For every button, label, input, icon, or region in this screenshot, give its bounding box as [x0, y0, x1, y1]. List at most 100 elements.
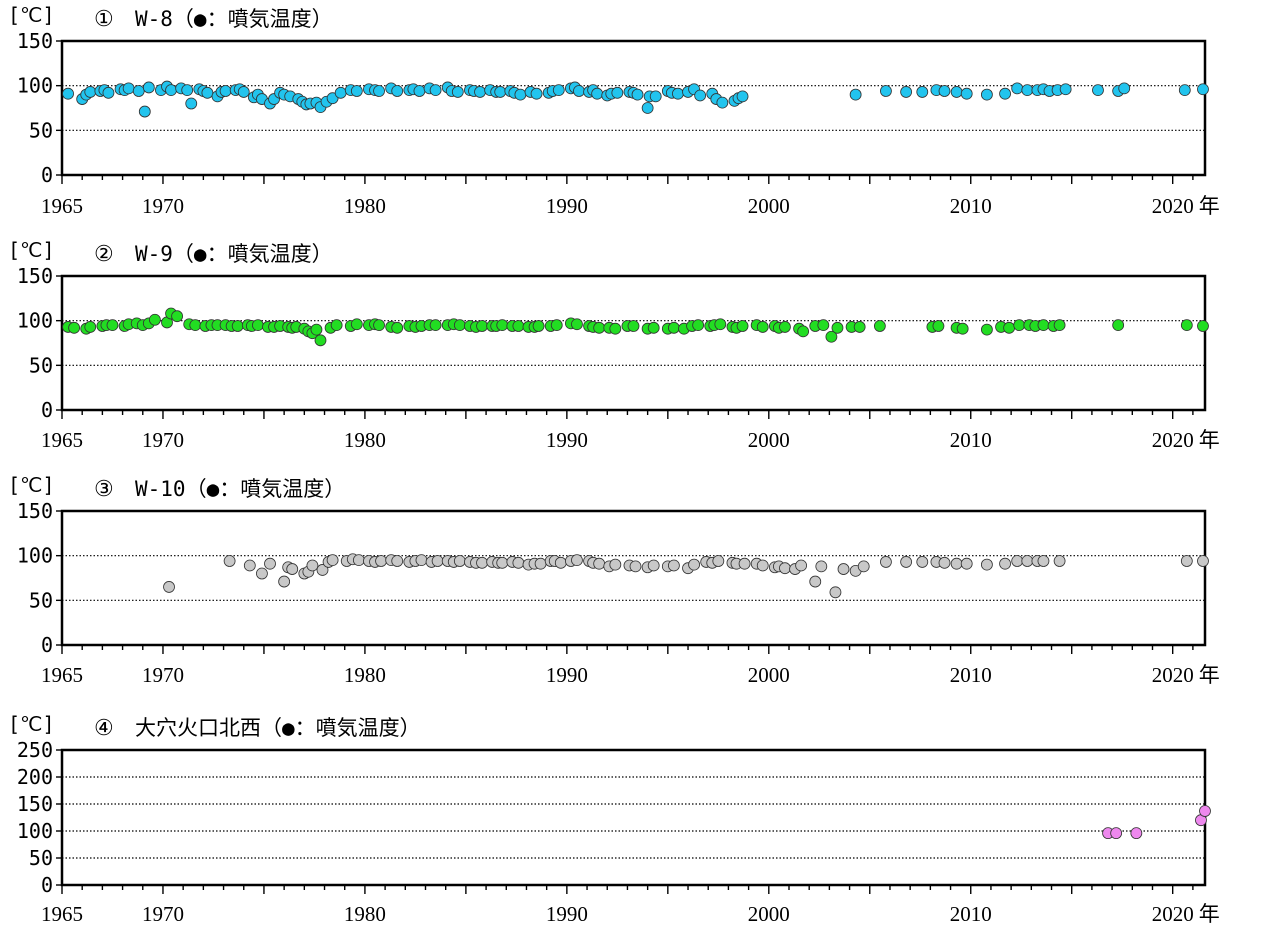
panel-1-data-point: [530, 87, 543, 100]
panel-3-data-point: [278, 575, 291, 588]
panel-3-data-point: [938, 556, 951, 569]
panel-1-data-point: [573, 85, 585, 97]
panel-3-data-point: [163, 581, 175, 593]
panel-3-data-point: [256, 567, 268, 580]
panel-3-data-point: [756, 559, 769, 572]
panel-2-x-tick-label-2010: 2010: [950, 428, 992, 452]
panel-3-data-point: [534, 557, 547, 570]
panel-2-data-point: [373, 319, 385, 332]
panel-4-x-tick-label-2000: 2000: [748, 902, 790, 926]
panel-3-data-point: [391, 555, 404, 567]
panel-2-data-point: [512, 320, 525, 332]
panel-1-data-point: [391, 85, 404, 97]
panel-2-data-point: [1053, 319, 1066, 332]
panel-2-title: W-9（●：噴気温度）: [135, 242, 333, 266]
panel-1-data-point: [694, 89, 707, 102]
panel-2-data-point: [1197, 320, 1209, 332]
panel-3-y-tick-label-50: 50: [29, 588, 53, 612]
panel-2-y-tick-label-100: 100: [17, 309, 53, 333]
panel-3-data-point: [1053, 555, 1066, 567]
panel-1-data-point: [1118, 82, 1131, 95]
panel-1-data-point: [611, 86, 624, 99]
panel-1-data-point: [62, 87, 74, 100]
panel-1-title-number: ①: [94, 7, 114, 32]
panel-2-data-point: [148, 313, 161, 326]
panel-2-data-point: [956, 322, 969, 335]
panel-2-y-tick-label-0: 0: [41, 398, 53, 422]
panel-4-plot-frame: [60, 748, 1207, 887]
panel-1-plot-frame: [60, 39, 1207, 177]
panel-2-data-point: [756, 321, 769, 333]
panel-3-data-point: [476, 556, 488, 569]
panel-3-data-point: [960, 557, 973, 570]
panel-3-data-point: [1197, 555, 1209, 567]
panel-1-data-point: [474, 86, 486, 98]
panel-2-data-point: [330, 319, 343, 332]
panel-3-data-point: [900, 556, 913, 568]
panel-3-data-point: [375, 555, 387, 567]
panel-3-data-point: [916, 556, 929, 568]
panel-2-data-point: [251, 319, 264, 332]
panel-3-data-point: [609, 558, 622, 571]
panel-3-data-point: [264, 557, 276, 570]
panel-1-x-tick-label-1990: 1990: [546, 194, 588, 218]
panel-1-data-point: [165, 84, 177, 97]
panel-4-y-unit-label: [℃]: [8, 712, 55, 736]
panel-2-x-unit-label: 年: [1199, 428, 1220, 452]
panel-1-data-point: [552, 84, 565, 97]
panel-3-data-point: [1037, 555, 1050, 567]
panel-3-data-point: [738, 557, 751, 570]
panel-3-data-point: [981, 558, 993, 571]
panel-2-title-number: ②: [94, 242, 114, 267]
panel-4-title-number: ④: [94, 716, 114, 741]
panel-1-data-point: [736, 90, 749, 103]
panel-2-data-point: [106, 319, 119, 332]
panel-2-x-tick-label-2020: 2020: [1152, 428, 1194, 452]
panel-3-title-number: ③: [94, 477, 114, 502]
panel-3-data-point: [453, 555, 466, 567]
panel-3-data-point: [326, 554, 339, 567]
panel-2-data-point: [231, 320, 244, 332]
panel-1-data-point: [900, 86, 913, 98]
panel-3-data-point: [880, 556, 892, 568]
panel-2-y-tick-label-50: 50: [29, 353, 53, 377]
panel-4-title: 大穴火口北西（●：噴気温度）: [135, 716, 421, 740]
panel-1-data-point: [981, 88, 993, 101]
panel-2-data-point: [825, 330, 838, 343]
panel-4-x-tick-label-2020: 2020: [1152, 902, 1194, 926]
panel-1-x-tick-label-1980: 1980: [344, 194, 386, 218]
panel-3-y-tick-label-150: 150: [17, 499, 53, 523]
panel-3-x-tick-label-1965: 1965: [41, 663, 83, 687]
panel-3-data-point: [1011, 555, 1024, 567]
panel-1-data-point: [451, 86, 464, 98]
panel-2-data-point: [476, 320, 488, 332]
panel-1-y-tick-label-50: 50: [29, 118, 53, 142]
panel-1-x-tick-label-2000: 2000: [748, 194, 790, 218]
panel-4-x-tick-label-2010: 2010: [950, 902, 992, 926]
panel-3-data-point: [1180, 555, 1193, 567]
panel-2-data-point: [817, 319, 830, 332]
panel-3-y-unit-label: [℃]: [8, 473, 55, 497]
panel-1-data-point: [237, 86, 250, 98]
panel-1-data-point: [1178, 84, 1191, 97]
panel-4-x-tick-label-1965: 1965: [41, 902, 83, 926]
panel-2-data-point: [779, 321, 791, 333]
panel-3-data-point: [999, 557, 1011, 570]
panel-2-data-point: [873, 320, 886, 332]
panel-3-data-point: [415, 554, 428, 567]
panel-2-data-point: [550, 319, 563, 332]
panel-3-data-point: [593, 557, 606, 570]
panel-1-data-point: [514, 88, 527, 101]
panel-1-data-point: [132, 85, 145, 97]
panel-4-x-unit-label: 年: [1199, 902, 1220, 926]
panel-3-x-tick-label-2010: 2010: [950, 663, 992, 687]
panel-1-data-point: [849, 88, 862, 101]
panel-1-data-point: [142, 81, 155, 94]
panel-2-data-point: [496, 319, 509, 332]
panel-2-data-point: [981, 323, 993, 336]
panel-1-data-point: [1092, 84, 1104, 97]
panel-1-title: W-8（●：噴気温度）: [135, 7, 333, 31]
panel-2-data-point: [1112, 319, 1125, 332]
panel-3-data-point: [815, 560, 828, 573]
panel-2-data-point: [314, 334, 327, 347]
